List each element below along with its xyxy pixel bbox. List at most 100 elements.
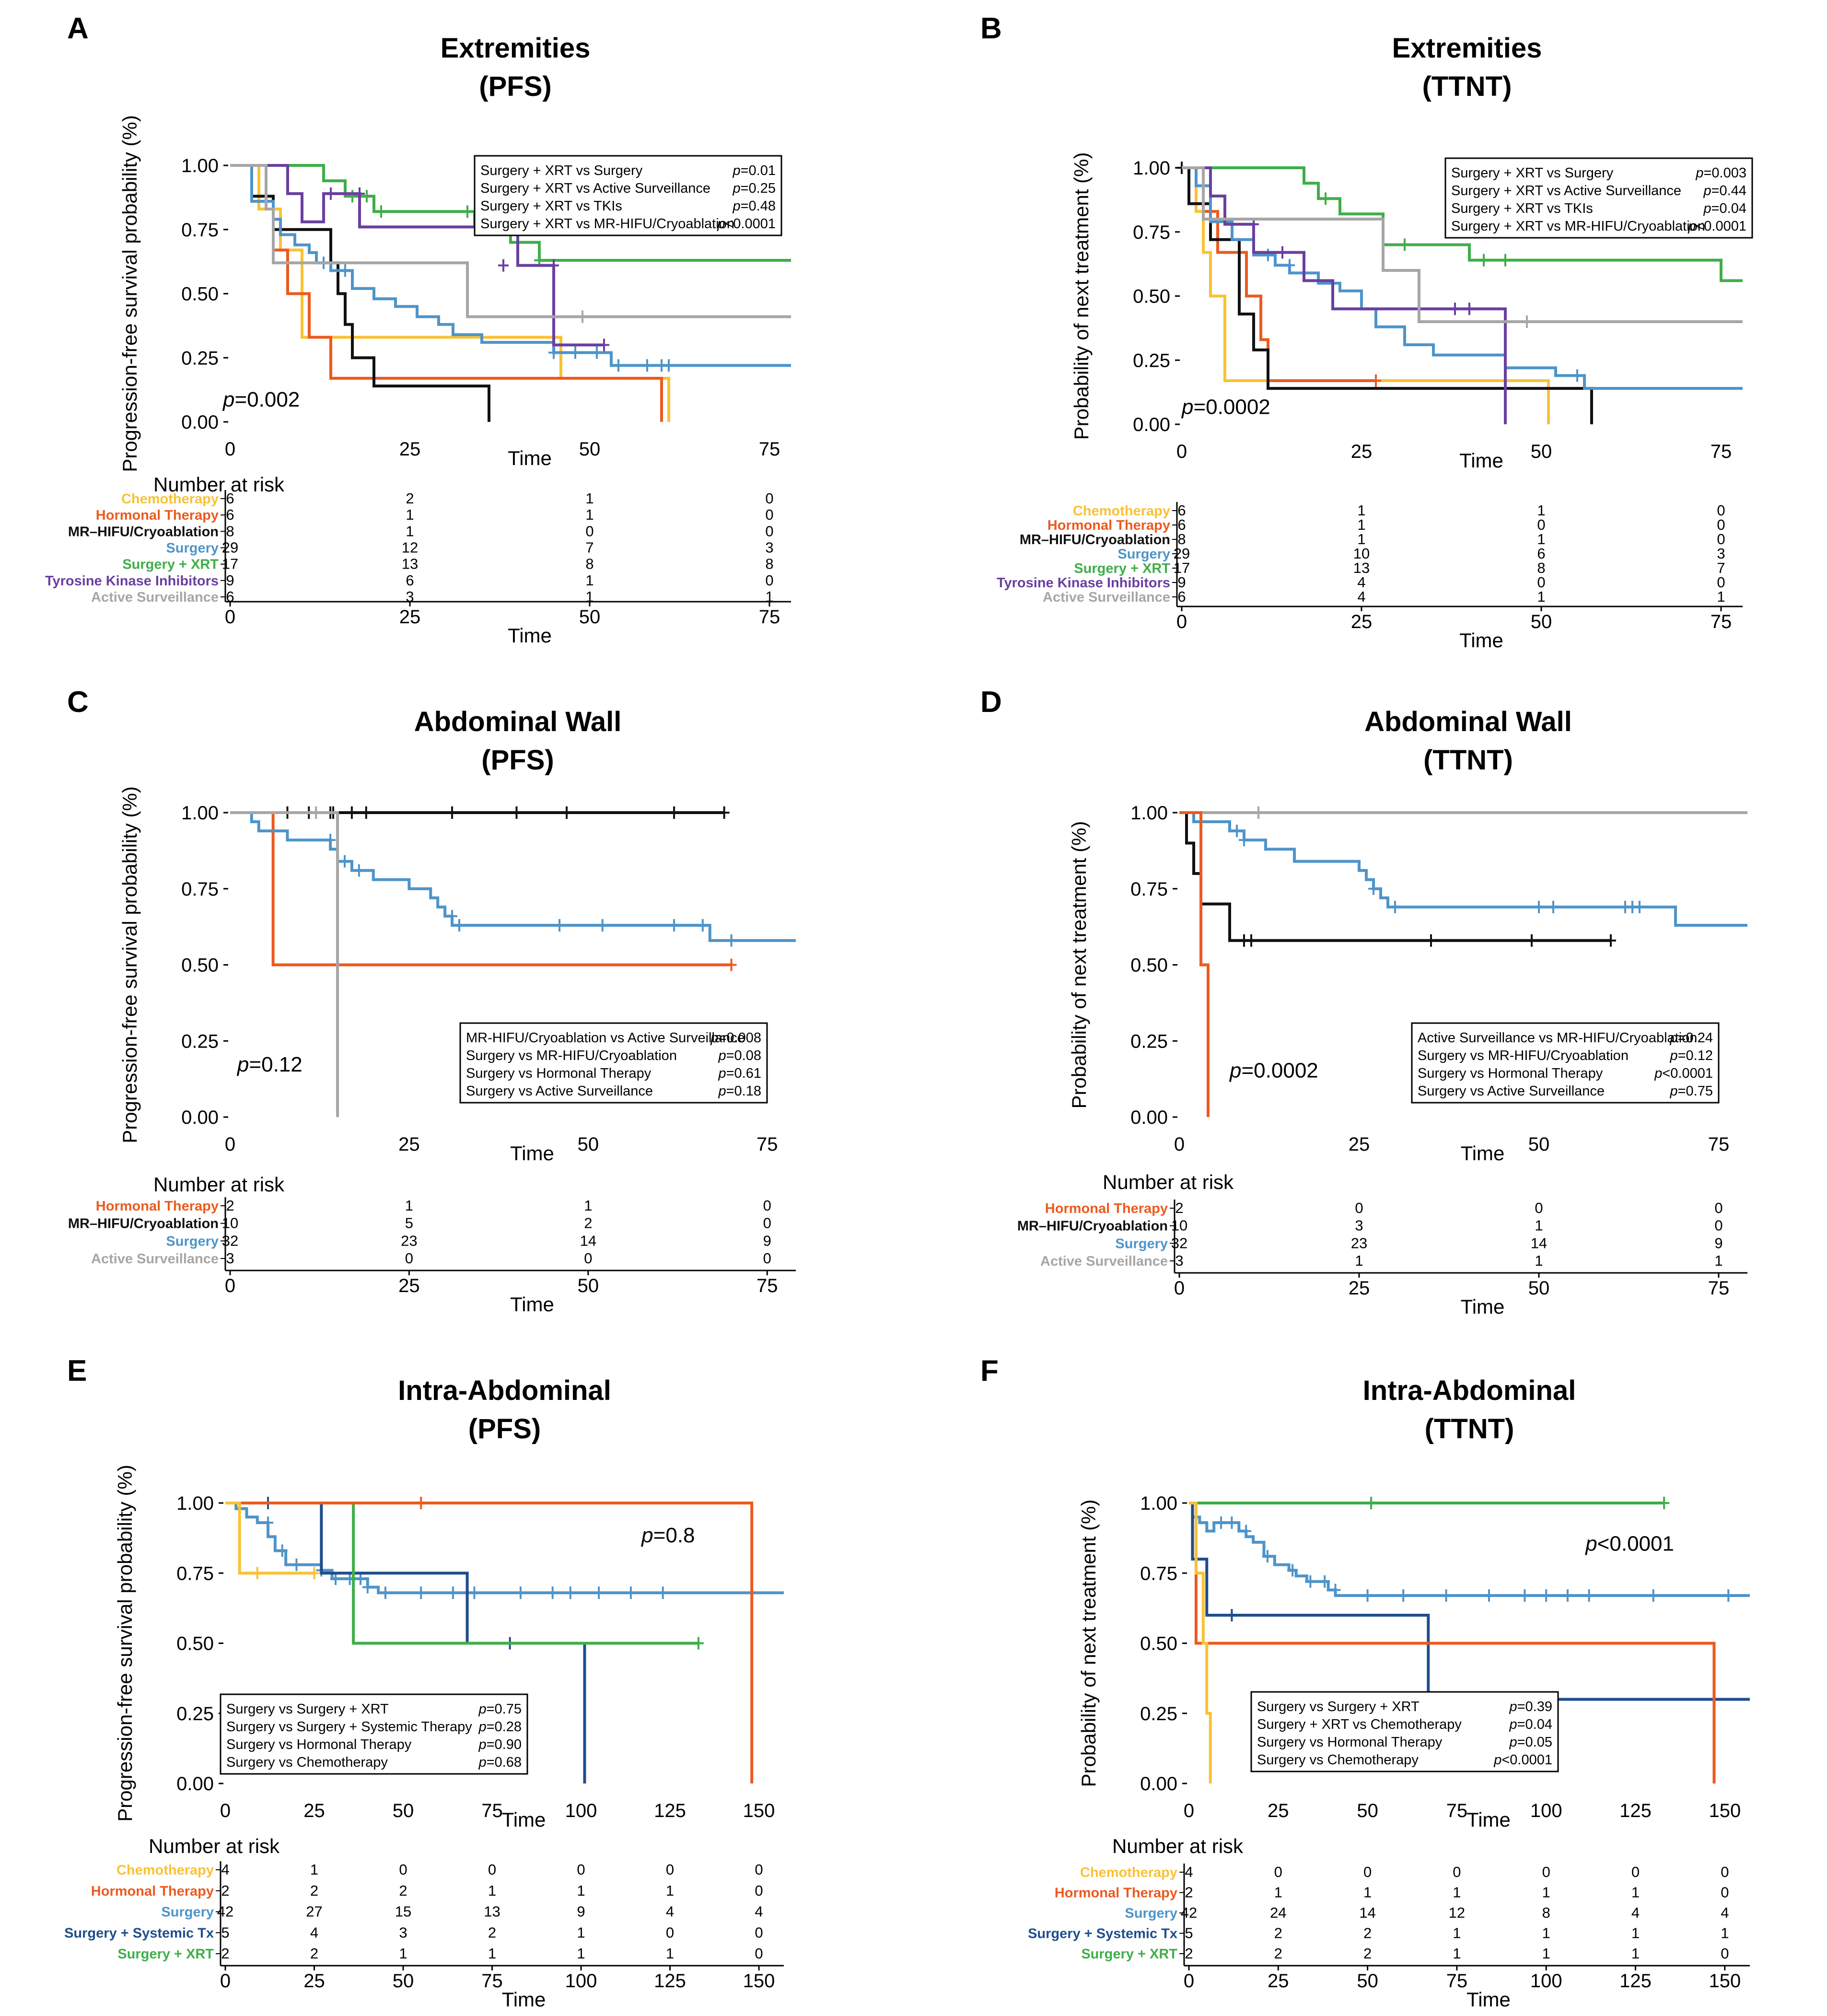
- risk-value: 9: [1177, 574, 1186, 591]
- censor-mark: [309, 1567, 320, 1580]
- risk-value: 2: [406, 490, 414, 507]
- censor-mark: [1216, 1516, 1227, 1529]
- y-tick-label: 0.25: [1133, 350, 1170, 371]
- censor-mark: [561, 806, 572, 819]
- series-line: [230, 164, 791, 367]
- censor-mark: [1362, 1589, 1373, 1602]
- risk-table-header: Number at risk: [149, 1835, 280, 1857]
- risk-value: 0: [1537, 516, 1545, 533]
- censor-mark: [1548, 900, 1559, 913]
- risk-value: 1: [1535, 1252, 1543, 1269]
- chart-title: Intra-Abdominal: [398, 1375, 611, 1406]
- risk-x-tick-label: 25: [398, 1275, 420, 1296]
- x-tick-label: 125: [1619, 1800, 1652, 1821]
- risk-row-label: Active Surveillance: [1040, 1254, 1168, 1269]
- p-value-prefix: p: [1584, 1532, 1597, 1555]
- series-line: [225, 1502, 784, 1595]
- comparison-p-prefix: p: [732, 181, 740, 196]
- risk-x-tick-label: 50: [1528, 1278, 1550, 1299]
- comparison-label: Surgery vs Hormonal Therapy: [1257, 1735, 1443, 1750]
- comparison-pvalue: p=0.08: [718, 1048, 761, 1063]
- comparison-p-prefix: p: [478, 1719, 486, 1735]
- y-tick-label: 0.00: [1140, 1773, 1177, 1795]
- censor-mark: [326, 187, 336, 200]
- comparison-p-prefix: p: [478, 1701, 486, 1717]
- panel-letter: D: [980, 686, 1002, 719]
- chart-D: D Abdominal Wall (TTNT) Probability of next…: [980, 686, 1747, 1318]
- risk-value: 0: [755, 1945, 763, 1962]
- risk-row-label: Hormonal Therapy: [91, 1884, 214, 1899]
- risk-value: 0: [765, 523, 773, 539]
- risk-x-tick-label: 75: [1446, 1970, 1468, 1992]
- risk-x-tick-label: 125: [1619, 1970, 1652, 1992]
- risk-value: 7: [585, 539, 593, 556]
- risk-value: 1: [1631, 1925, 1640, 1942]
- censor-mark: [1723, 1589, 1734, 1602]
- risk-value: 4: [1357, 574, 1365, 591]
- chart-subtitle: (TTNT): [1423, 745, 1513, 776]
- comparison-p-text: =0.68: [487, 1755, 522, 1770]
- y-tick-label: 0.25: [1140, 1703, 1177, 1725]
- y-tick-label: 0.00: [176, 1773, 214, 1795]
- comparison-p-text: <0.0001: [1696, 219, 1746, 234]
- censor-mark: [380, 1586, 391, 1599]
- risk-value: 4: [310, 1924, 318, 1941]
- risk-value: 3: [399, 1924, 407, 1941]
- risk-x-tick-label: 50: [579, 606, 601, 628]
- risk-value: 2: [310, 1945, 318, 1962]
- y-tick-label: 0.00: [181, 1107, 219, 1128]
- censor-mark: [376, 205, 386, 218]
- risk-value: 0: [1717, 574, 1725, 591]
- x-tick-label: 150: [1709, 1800, 1741, 1821]
- p-value-text: =0.8: [653, 1524, 695, 1547]
- risk-value: 0: [585, 523, 593, 539]
- comparison-pvalue: p=0.61: [718, 1066, 761, 1081]
- x-tick-label: 150: [743, 1800, 775, 1821]
- panel-letter: F: [980, 1354, 999, 1387]
- risk-row-label: Surgery: [1115, 1236, 1168, 1251]
- risk-value: 2: [488, 1924, 496, 1941]
- comparison-pvalue: p=0.12: [1669, 1048, 1713, 1063]
- censor-mark: [1284, 259, 1295, 272]
- risk-value: 4: [666, 1903, 674, 1920]
- risk-value: 0: [1535, 1200, 1543, 1216]
- comparison-label: Surgery vs Surgery + XRT: [1257, 1699, 1420, 1714]
- y-tick-label: 1.00: [1130, 803, 1168, 824]
- risk-value: 8: [1177, 531, 1186, 548]
- risk-value: 1: [666, 1945, 674, 1962]
- risk-value: 3: [1717, 545, 1725, 562]
- censor-mark: [1634, 900, 1645, 913]
- comparison-label: Surgery vs Hormonal Therapy: [1418, 1066, 1603, 1081]
- risk-value: 1: [585, 572, 593, 589]
- risk-x-tick-label: 150: [1709, 1970, 1741, 1992]
- risk-value: 0: [666, 1861, 674, 1878]
- risk-value: 10: [1353, 545, 1370, 562]
- series-line: [230, 164, 791, 318]
- risk-row-label: Chemotherapy: [1080, 1865, 1177, 1880]
- censor-mark: [1246, 934, 1257, 947]
- comparison-label: Surgery vs Hormonal Therapy: [226, 1737, 412, 1752]
- risk-value: 1: [1453, 1945, 1461, 1962]
- censor-mark: [340, 264, 350, 277]
- risk-value: 3: [406, 588, 414, 605]
- risk-row-label: MR–HIFU/Cryoablation: [68, 524, 219, 539]
- censor-mark: [1583, 1589, 1594, 1602]
- x-tick-label: 0: [220, 1800, 231, 1821]
- series-line: [1182, 166, 1593, 424]
- p-value-prefix: p: [1229, 1059, 1241, 1082]
- comparison-label: Surgery vs Chemotherapy: [226, 1755, 388, 1770]
- risk-value: 6: [1177, 588, 1186, 605]
- risk-value: 42: [217, 1903, 233, 1920]
- comparison-p-text: <0.0001: [1501, 1752, 1552, 1768]
- comparison-p-text: =0.08: [726, 1048, 761, 1063]
- risk-row-label: Hormonal Therapy: [1045, 1201, 1168, 1216]
- censor-mark: [361, 190, 372, 203]
- risk-value: 1: [1537, 588, 1545, 605]
- censor-mark: [353, 864, 364, 877]
- comparison-p-prefix: p: [1703, 183, 1711, 198]
- x-tick-label: 100: [565, 1800, 597, 1821]
- chart-C: C Abdominal Wall (PFS) Progression-free sur…: [67, 686, 796, 1316]
- comparison-label: Surgery + XRT vs Active Surveillance: [1451, 183, 1681, 198]
- chart-subtitle: (TTNT): [1425, 1413, 1514, 1445]
- risk-value: 0: [577, 1861, 585, 1878]
